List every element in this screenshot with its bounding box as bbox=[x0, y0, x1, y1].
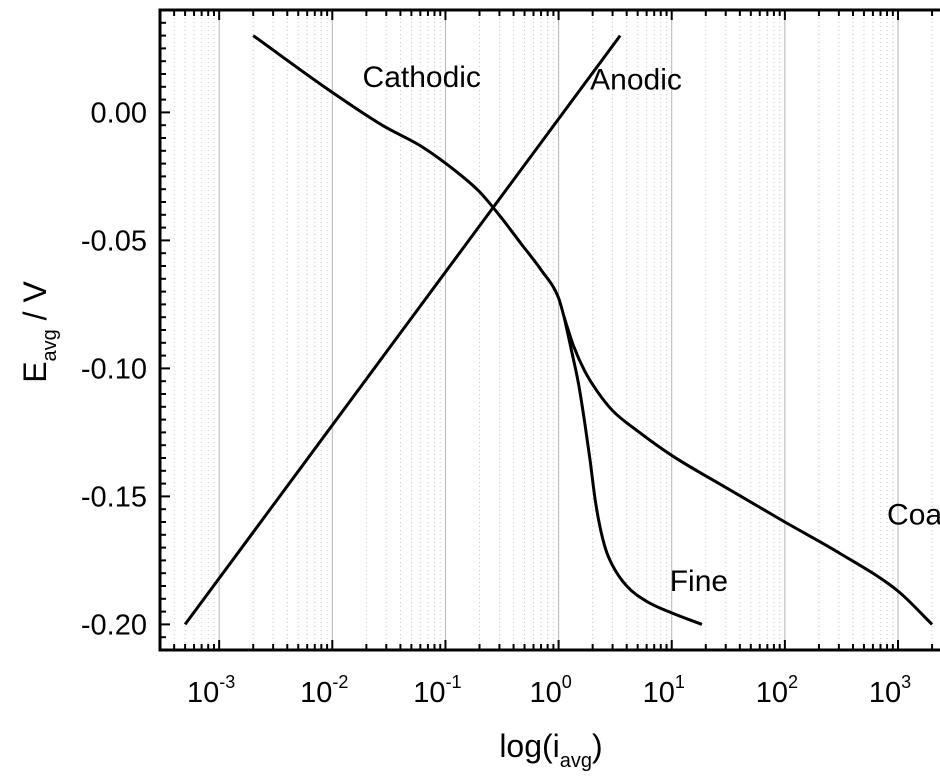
x-axis-title-sub: avg bbox=[560, 750, 592, 772]
y-tick-label: -0.05 bbox=[81, 225, 147, 257]
cathodic-curve bbox=[252, 34, 566, 318]
x-axis-title-main: log(i bbox=[499, 728, 559, 764]
x-tick-base: 10 bbox=[643, 677, 675, 709]
y-tick-label: 0.00 bbox=[91, 97, 147, 129]
x-axis-title-end: ) bbox=[592, 728, 603, 764]
x-tick-exponent: 3 bbox=[901, 672, 911, 692]
plot-frame bbox=[158, 8, 940, 652]
x-tick-label: 10-2 bbox=[300, 672, 348, 709]
coarse-curve bbox=[562, 316, 934, 626]
x-tick-label: 10-1 bbox=[413, 672, 461, 709]
x-tick-base: 10 bbox=[413, 677, 445, 709]
curves bbox=[183, 34, 934, 626]
x-tick-exponent: -2 bbox=[332, 672, 348, 692]
x-tick-label: 100 bbox=[529, 672, 571, 709]
fine-curve bbox=[562, 316, 703, 626]
plot-border bbox=[158, 8, 940, 652]
x-tick-base: 10 bbox=[187, 677, 219, 709]
x-tick-exponent: 2 bbox=[788, 672, 798, 692]
y-tick-label: -0.15 bbox=[81, 481, 147, 513]
x-axis-title: log(iavg) bbox=[499, 728, 602, 772]
x-tick-base: 10 bbox=[756, 677, 788, 709]
x-tick-exponent: 0 bbox=[562, 672, 572, 692]
x-tick-exponent: 1 bbox=[675, 672, 685, 692]
x-tick-exponent: -1 bbox=[446, 672, 462, 692]
y-axis-title-main: E bbox=[17, 361, 53, 382]
grid bbox=[159, 10, 933, 650]
y-axis-title-end: / V bbox=[17, 281, 53, 330]
x-tick-label: 102 bbox=[756, 672, 798, 709]
curve-labels: Anodic Cathodic Coarse Fine bbox=[363, 61, 940, 598]
cathodic-label: Cathodic bbox=[363, 61, 481, 94]
y-axis-title: Eavg / V bbox=[17, 281, 61, 383]
anodic-curve bbox=[183, 34, 622, 626]
x-tick-label: 101 bbox=[643, 672, 685, 709]
coarse-label: Coarse bbox=[887, 499, 940, 532]
fine-label: Fine bbox=[670, 565, 728, 598]
x-tick-exponent: -3 bbox=[219, 672, 235, 692]
anodic-label: Anodic bbox=[590, 63, 682, 96]
y-axis-ticks: 0.00 -0.05 -0.10 -0.15 -0.20 bbox=[81, 9, 170, 651]
x-axis-ticks: 10-3 10-2 10-1 100 101 102 103 bbox=[159, 10, 934, 709]
x-tick-base: 10 bbox=[529, 677, 561, 709]
x-tick-base: 10 bbox=[869, 677, 901, 709]
y-tick-label: -0.10 bbox=[81, 353, 147, 385]
x-tick-base: 10 bbox=[300, 677, 332, 709]
x-tick-label: 103 bbox=[869, 672, 911, 709]
y-tick-label: -0.20 bbox=[81, 609, 147, 641]
y-axis-title-sub: avg bbox=[39, 329, 61, 361]
x-tick-label: 10-3 bbox=[187, 672, 235, 709]
